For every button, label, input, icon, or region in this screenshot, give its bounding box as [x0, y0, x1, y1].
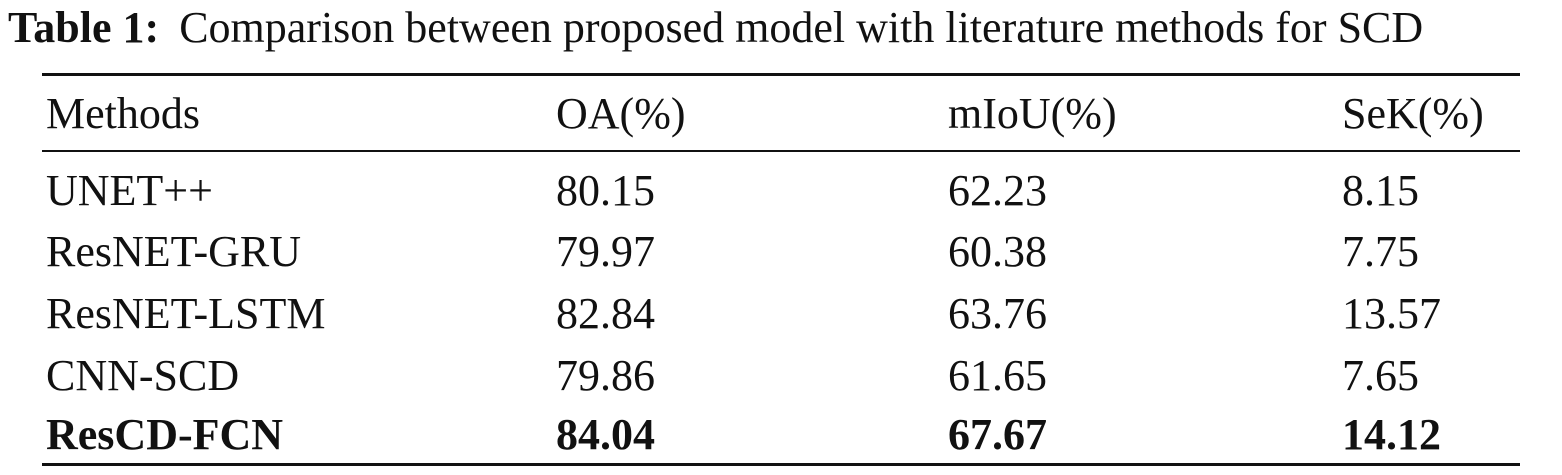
method-name: ResCD-FCN — [46, 410, 284, 459]
header-oa: OA(%) — [556, 89, 686, 138]
oa-value: 84.04 — [556, 410, 655, 459]
caption-label: Table 1: — [8, 3, 160, 52]
method-name: UNET++ — [46, 166, 213, 215]
method-name: CNN-SCD — [46, 351, 240, 400]
table-row-proposed: ResCD-FCN 84.04 67.67 14.12 — [42, 404, 1520, 466]
table-top-rule — [42, 73, 1520, 76]
caption-text: Comparison between proposed model with l… — [179, 3, 1424, 52]
table-header-row: Methods OA(%) mIoU(%) SeK(%) — [42, 83, 1520, 145]
miou-value: 67.67 — [948, 410, 1047, 459]
method-name: ResNET-LSTM — [46, 289, 326, 338]
oa-value: 80.15 — [556, 166, 655, 215]
sek-value: 7.65 — [1342, 351, 1419, 400]
sek-value: 14.12 — [1342, 410, 1441, 459]
method-name: ResNET-GRU — [46, 227, 302, 276]
table-row: ResNET-LSTM 82.84 63.76 13.57 — [42, 283, 1520, 345]
miou-value: 60.38 — [948, 227, 1047, 276]
sek-value: 13.57 — [1342, 289, 1441, 338]
oa-value: 79.97 — [556, 227, 655, 276]
table-caption: Table 1: Comparison between proposed mode… — [8, 0, 1558, 56]
miou-value: 62.23 — [948, 166, 1047, 215]
sek-value: 7.75 — [1342, 227, 1419, 276]
header-sek: SeK(%) — [1342, 89, 1484, 138]
oa-value: 79.86 — [556, 351, 655, 400]
table-row: ResNET-GRU 79.97 60.38 7.75 — [42, 221, 1520, 283]
table-bottom-rule — [42, 463, 1520, 466]
header-miou: mIoU(%) — [948, 89, 1117, 138]
sek-value: 8.15 — [1342, 166, 1419, 215]
table-row: CNN-SCD 79.86 61.65 7.65 — [42, 345, 1520, 407]
header-methods: Methods — [46, 89, 200, 138]
oa-value: 82.84 — [556, 289, 655, 338]
miou-value: 63.76 — [948, 289, 1047, 338]
table-row: UNET++ 80.15 62.23 8.15 — [42, 160, 1520, 222]
miou-value: 61.65 — [948, 351, 1047, 400]
table-header-rule — [42, 150, 1520, 152]
